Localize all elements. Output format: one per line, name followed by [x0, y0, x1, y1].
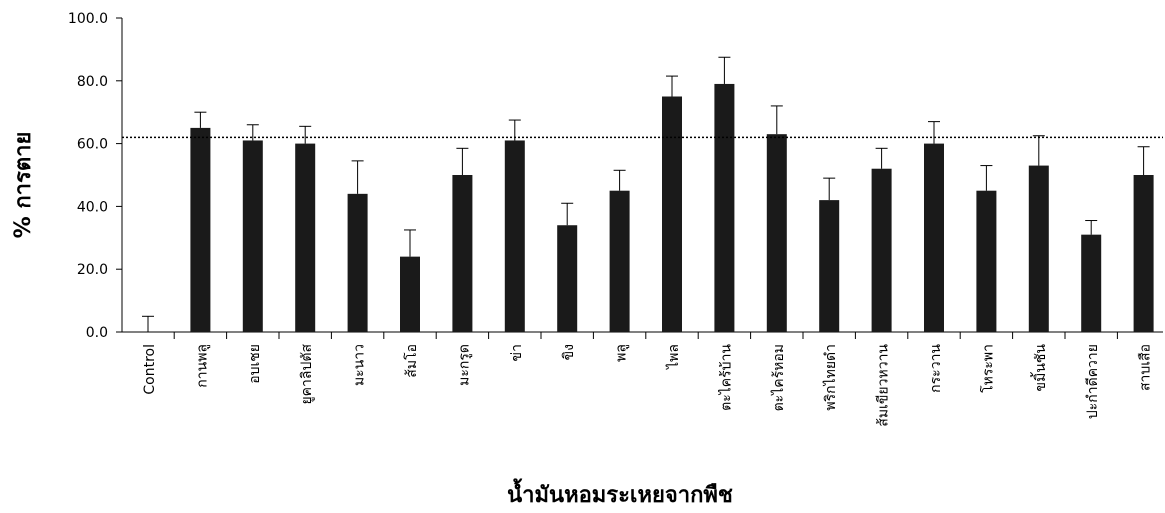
bar: [190, 127, 211, 333]
x-tick-label: ยูคาลิปตัส: [299, 344, 315, 405]
x-tick-label: มะกรูด: [456, 344, 472, 386]
bar: [1028, 165, 1049, 332]
x-axis-title: น้ำมันหอมระเหยจากพืช: [507, 478, 733, 508]
bar: [1081, 234, 1102, 332]
y-tick-label: 20.0: [77, 262, 108, 278]
bar: [871, 168, 892, 332]
y-tick-label: 40.0: [77, 199, 108, 215]
x-tick-label: พริกไทยดำ: [822, 344, 839, 411]
y-tick-label: 60.0: [77, 137, 108, 153]
x-tick-label: ส้มเขียวหวาน: [876, 344, 892, 427]
x-tick-label: ตะไคร้หอม: [770, 344, 787, 411]
x-tick-label: กระวาน: [928, 344, 944, 393]
x-tick-label: ขิง: [561, 344, 577, 360]
x-tick-label: ไพล: [665, 344, 682, 370]
x-tick-label: Control: [142, 344, 158, 395]
plot-area: 0.0 20.0 40.0 60.0 80.0 100.0 Control กานพลู อบเ…: [68, 11, 1163, 427]
x-tick-label: สาบเสือ: [1138, 344, 1154, 391]
y-axis-title: % การตาย: [11, 132, 36, 239]
bar: [242, 140, 263, 332]
x-tick-label: มะนาว: [352, 344, 368, 386]
bar: [347, 193, 368, 332]
x-tick-label: ตะไคร้บ้าน: [717, 344, 734, 411]
bar: [557, 225, 578, 332]
x-tick-label: ข่า: [509, 344, 525, 361]
y-tick-label: 100.0: [68, 11, 108, 27]
x-tick-label: อบเชย: [247, 344, 263, 384]
x-tick-label: โหระพา: [979, 344, 996, 393]
y-tick-label: 0.0: [86, 325, 108, 341]
bar: [714, 83, 735, 332]
bar: [976, 190, 997, 332]
bar: [662, 96, 682, 332]
x-tick-label: กานพลู: [194, 344, 210, 388]
x-tick-label: ขมิ้นชัน: [1030, 344, 1049, 392]
bar: [609, 190, 630, 332]
bar: [452, 175, 473, 332]
y-tick-label: 80.0: [77, 74, 108, 90]
bar: [924, 143, 944, 332]
bar: [504, 140, 525, 332]
x-tick-label: ส้มโอ: [403, 344, 420, 378]
x-tick-label: ปะกำดีควาย: [1085, 344, 1101, 419]
bar: [295, 143, 316, 332]
x-tick-label: พลู: [614, 344, 630, 362]
bar: [400, 256, 420, 332]
bar: [1133, 175, 1154, 332]
bar: [766, 134, 787, 332]
bar: [819, 200, 840, 332]
